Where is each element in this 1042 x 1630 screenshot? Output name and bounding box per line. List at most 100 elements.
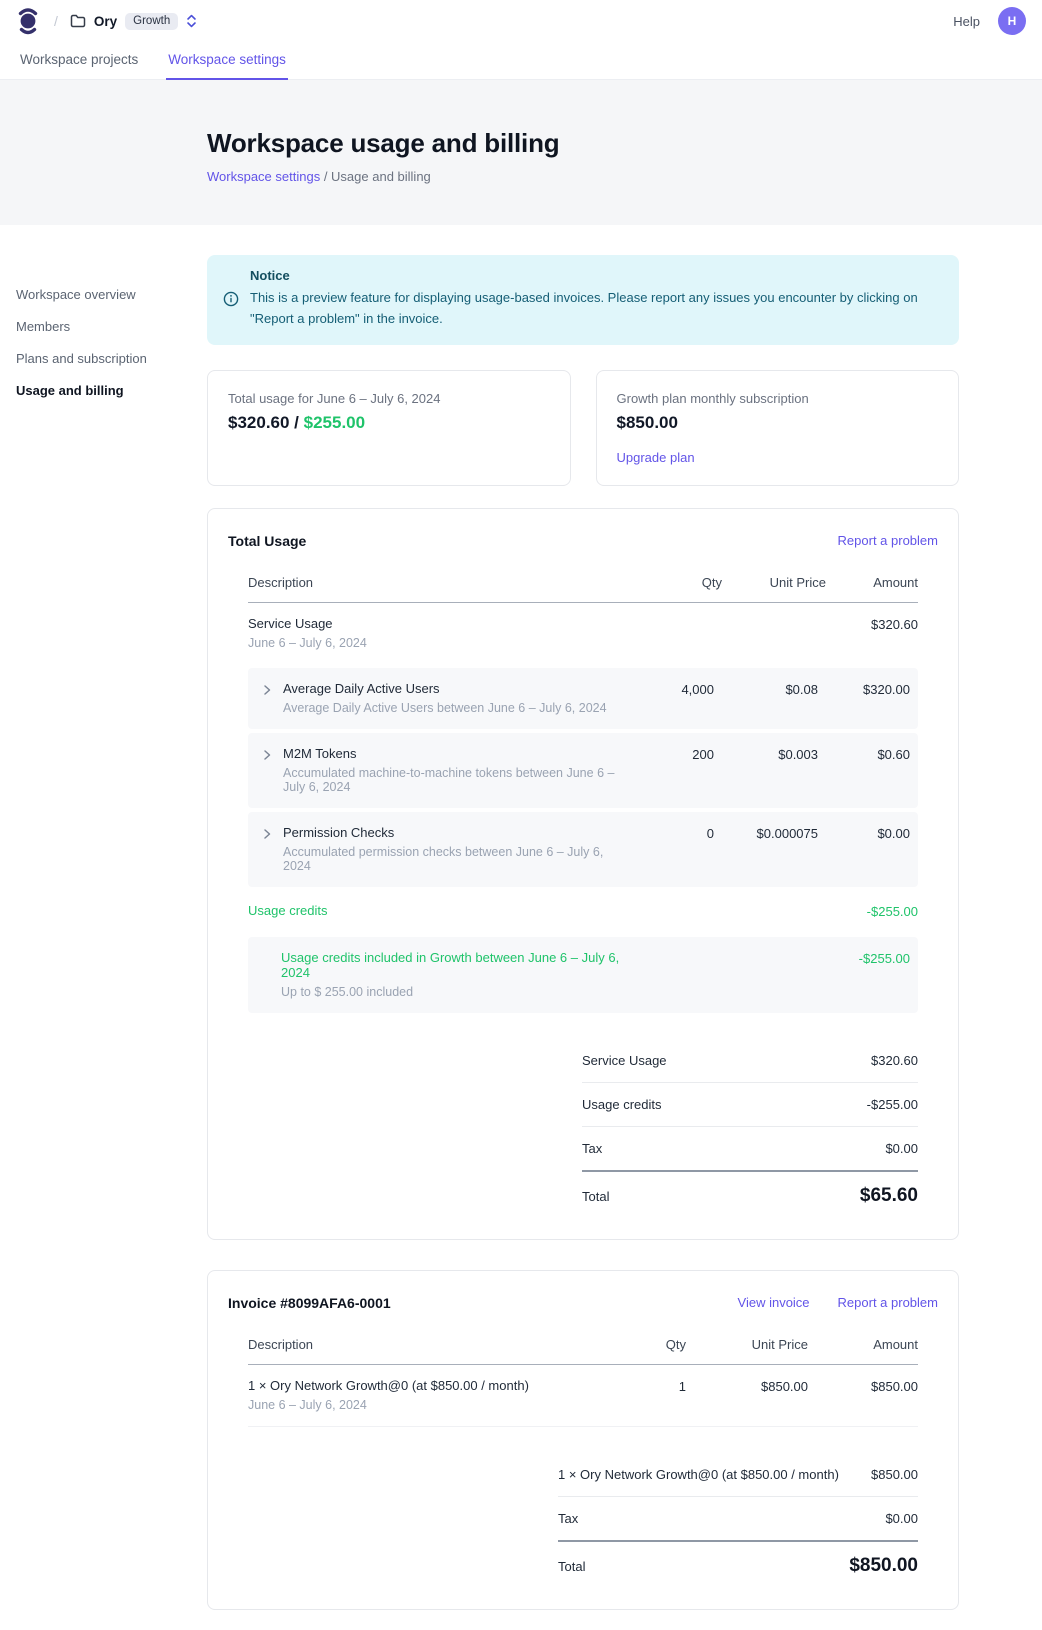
table-row-average-daily-active-users: Average Daily Active Users Average Daily… — [248, 667, 918, 729]
total-usage-card: Total usage for June 6 – July 6, 2024 $3… — [207, 369, 571, 486]
row-qty: 1 — [678, 1378, 686, 1394]
table-row-m2m-tokens: M2M Tokens Accumulated machine-to-machin… — [248, 732, 918, 808]
page-header: Workspace usage and billing Workspace se… — [0, 80, 1042, 225]
upgrade-plan-link[interactable]: Upgrade plan — [616, 449, 695, 465]
col-qty: Qty — [701, 574, 722, 590]
row-subtitle: Average Daily Active Users between June … — [283, 700, 607, 715]
usage-table: Description Qty Unit Price Amount Servic… — [248, 565, 918, 1209]
col-description: Description — [248, 1336, 314, 1352]
row-unit-price: $0.08 — [785, 681, 818, 697]
chevron-right-icon[interactable] — [258, 749, 276, 761]
table-row-usage-credits: Usage credits -$255.00 — [248, 887, 918, 933]
invoice-table-header: Description Qty Unit Price Amount — [248, 1327, 918, 1365]
sidebar-item-usage-and-billing[interactable]: Usage and billing — [16, 383, 124, 398]
col-description: Description — [248, 574, 314, 590]
row-amount: $320.60 — [871, 616, 918, 632]
summary-value: $320.60 — [871, 1052, 918, 1068]
row-subtitle: June 6 – July 6, 2024 — [248, 635, 367, 650]
summary-label: Total — [558, 1558, 586, 1574]
notice-title: Notice — [250, 268, 290, 283]
summary-label: Service Usage — [582, 1052, 667, 1068]
table-row-invoice-line: 1 × Ory Network Growth@0 (at $850.00 / m… — [248, 1365, 918, 1427]
chevron-right-icon[interactable] — [258, 684, 276, 696]
row-title: Usage credits — [248, 902, 328, 918]
row-amount: $850.00 — [871, 1378, 918, 1394]
col-qty: Qty — [665, 1336, 686, 1352]
summary-label: 1 × Ory Network Growth@0 (at $850.00 / m… — [558, 1466, 839, 1482]
summary-row-tax: Tax $0.00 — [558, 1497, 918, 1542]
subscription-value: $850.00 — [616, 412, 678, 432]
report-problem-link-usage[interactable]: Report a problem — [837, 533, 938, 549]
user-avatar[interactable]: H — [998, 7, 1026, 35]
view-invoice-link[interactable]: View invoice — [737, 1295, 810, 1311]
summary-label: Usage credits — [582, 1096, 662, 1112]
info-icon — [223, 269, 239, 330]
row-amount: -$255.00 — [866, 903, 918, 919]
usage-summary: Service Usage $320.60 Usage credits -$25… — [582, 1039, 918, 1209]
summary-row-usage-credits: Usage credits -$255.00 — [582, 1083, 918, 1127]
summary-value: $850.00 — [849, 1554, 918, 1576]
breadcrumb-workspace-settings-link[interactable]: Workspace settings — [207, 169, 321, 184]
summary-value: $0.00 — [885, 1140, 918, 1156]
row-amount: -$255.00 — [858, 950, 910, 966]
row-unit-price: $850.00 — [761, 1378, 808, 1394]
top-nav: / Ory Growth Help H — [0, 0, 1042, 42]
breadcrumb: Workspace settings / Usage and billing — [207, 169, 1042, 184]
col-unit-price: Unit Price — [751, 1336, 808, 1352]
total-usage-value: $320.60 / $255.00 — [228, 413, 550, 433]
tab-workspace-settings[interactable]: Workspace settings — [166, 42, 288, 80]
row-qty: 0 — [706, 825, 714, 841]
summary-row-tax: Tax $0.00 — [582, 1127, 918, 1172]
usage-separator: / — [289, 412, 304, 432]
invoice-panel-title: Invoice #8099AFA6-0001 — [228, 1294, 391, 1311]
table-row-usage-credits-detail: Usage credits included in Growth between… — [248, 936, 918, 1013]
help-link[interactable]: Help — [953, 13, 980, 29]
invoice-table: Description Qty Unit Price Amount 1 × Or… — [248, 1327, 918, 1579]
row-amount: $0.60 — [877, 746, 910, 762]
chevron-updown-icon[interactable] — [186, 13, 197, 29]
row-qty: 200 — [692, 746, 714, 762]
breadcrumb-separator: / — [54, 13, 58, 29]
table-row-service-usage: Service Usage June 6 – July 6, 2024 $320… — [248, 603, 918, 664]
sidebar-item-workspace-overview[interactable]: Workspace overview — [16, 287, 136, 302]
sidebar-item-members[interactable]: Members — [16, 319, 71, 334]
row-amount: $0.00 — [877, 825, 910, 841]
sidebar-item-plans-and-subscription[interactable]: Plans and subscription — [16, 351, 147, 366]
total-usage-panel: Total Usage Report a problem Description… — [207, 507, 959, 1240]
usage-amount: $320.60 — [228, 412, 290, 432]
tab-workspace-projects[interactable]: Workspace projects — [20, 52, 139, 67]
folder-icon — [70, 14, 86, 28]
row-title: Permission Checks — [283, 824, 395, 840]
summary-value: $65.60 — [859, 1184, 918, 1206]
row-unit-price: $0.000075 — [756, 825, 818, 841]
ory-logo-icon[interactable] — [16, 7, 40, 35]
col-amount: Amount — [873, 574, 918, 590]
summary-value: $850.00 — [871, 1466, 918, 1482]
usage-credit-amount: $255.00 — [303, 412, 366, 432]
row-title: M2M Tokens — [283, 745, 357, 761]
summary-label: Tax — [582, 1140, 603, 1156]
total-usage-label: Total usage for June 6 – July 6, 2024 — [228, 390, 441, 406]
summary-label: Tax — [558, 1510, 579, 1526]
table-row-permission-checks: Permission Checks Accumulated permission… — [248, 811, 918, 887]
subscription-label: Growth plan monthly subscription — [616, 390, 809, 406]
total-usage-panel-title: Total Usage — [228, 532, 307, 549]
row-title: Usage credits included in Growth between… — [281, 949, 620, 980]
summary-value: -$255.00 — [866, 1096, 918, 1112]
row-subtitle: Accumulated permission checks between Ju… — [283, 844, 604, 873]
invoice-panel: Invoice #8099AFA6-0001 View invoice Repo… — [207, 1269, 959, 1610]
plan-badge: Growth — [125, 12, 179, 30]
report-problem-link-invoice[interactable]: Report a problem — [837, 1295, 938, 1311]
summary-row-total: Total $850.00 — [558, 1542, 918, 1579]
summary-row-service-usage: Service Usage $320.60 — [582, 1039, 918, 1083]
summary-value: $0.00 — [885, 1510, 918, 1526]
workspace-switcher[interactable]: Ory Growth — [70, 12, 197, 30]
notice-body: This is a preview feature for displaying… — [250, 290, 918, 326]
workspace-name: Ory — [93, 13, 118, 29]
chevron-right-icon[interactable] — [258, 828, 276, 840]
settings-sidebar: Workspace overview Members Plans and sub… — [16, 285, 186, 413]
breadcrumb-current: / Usage and billing — [320, 169, 431, 184]
row-subtitle: Up to $ 255.00 included — [281, 984, 414, 999]
row-subtitle: Accumulated machine-to-machine tokens be… — [283, 765, 615, 794]
summary-row-total: Total $65.60 — [582, 1172, 918, 1209]
